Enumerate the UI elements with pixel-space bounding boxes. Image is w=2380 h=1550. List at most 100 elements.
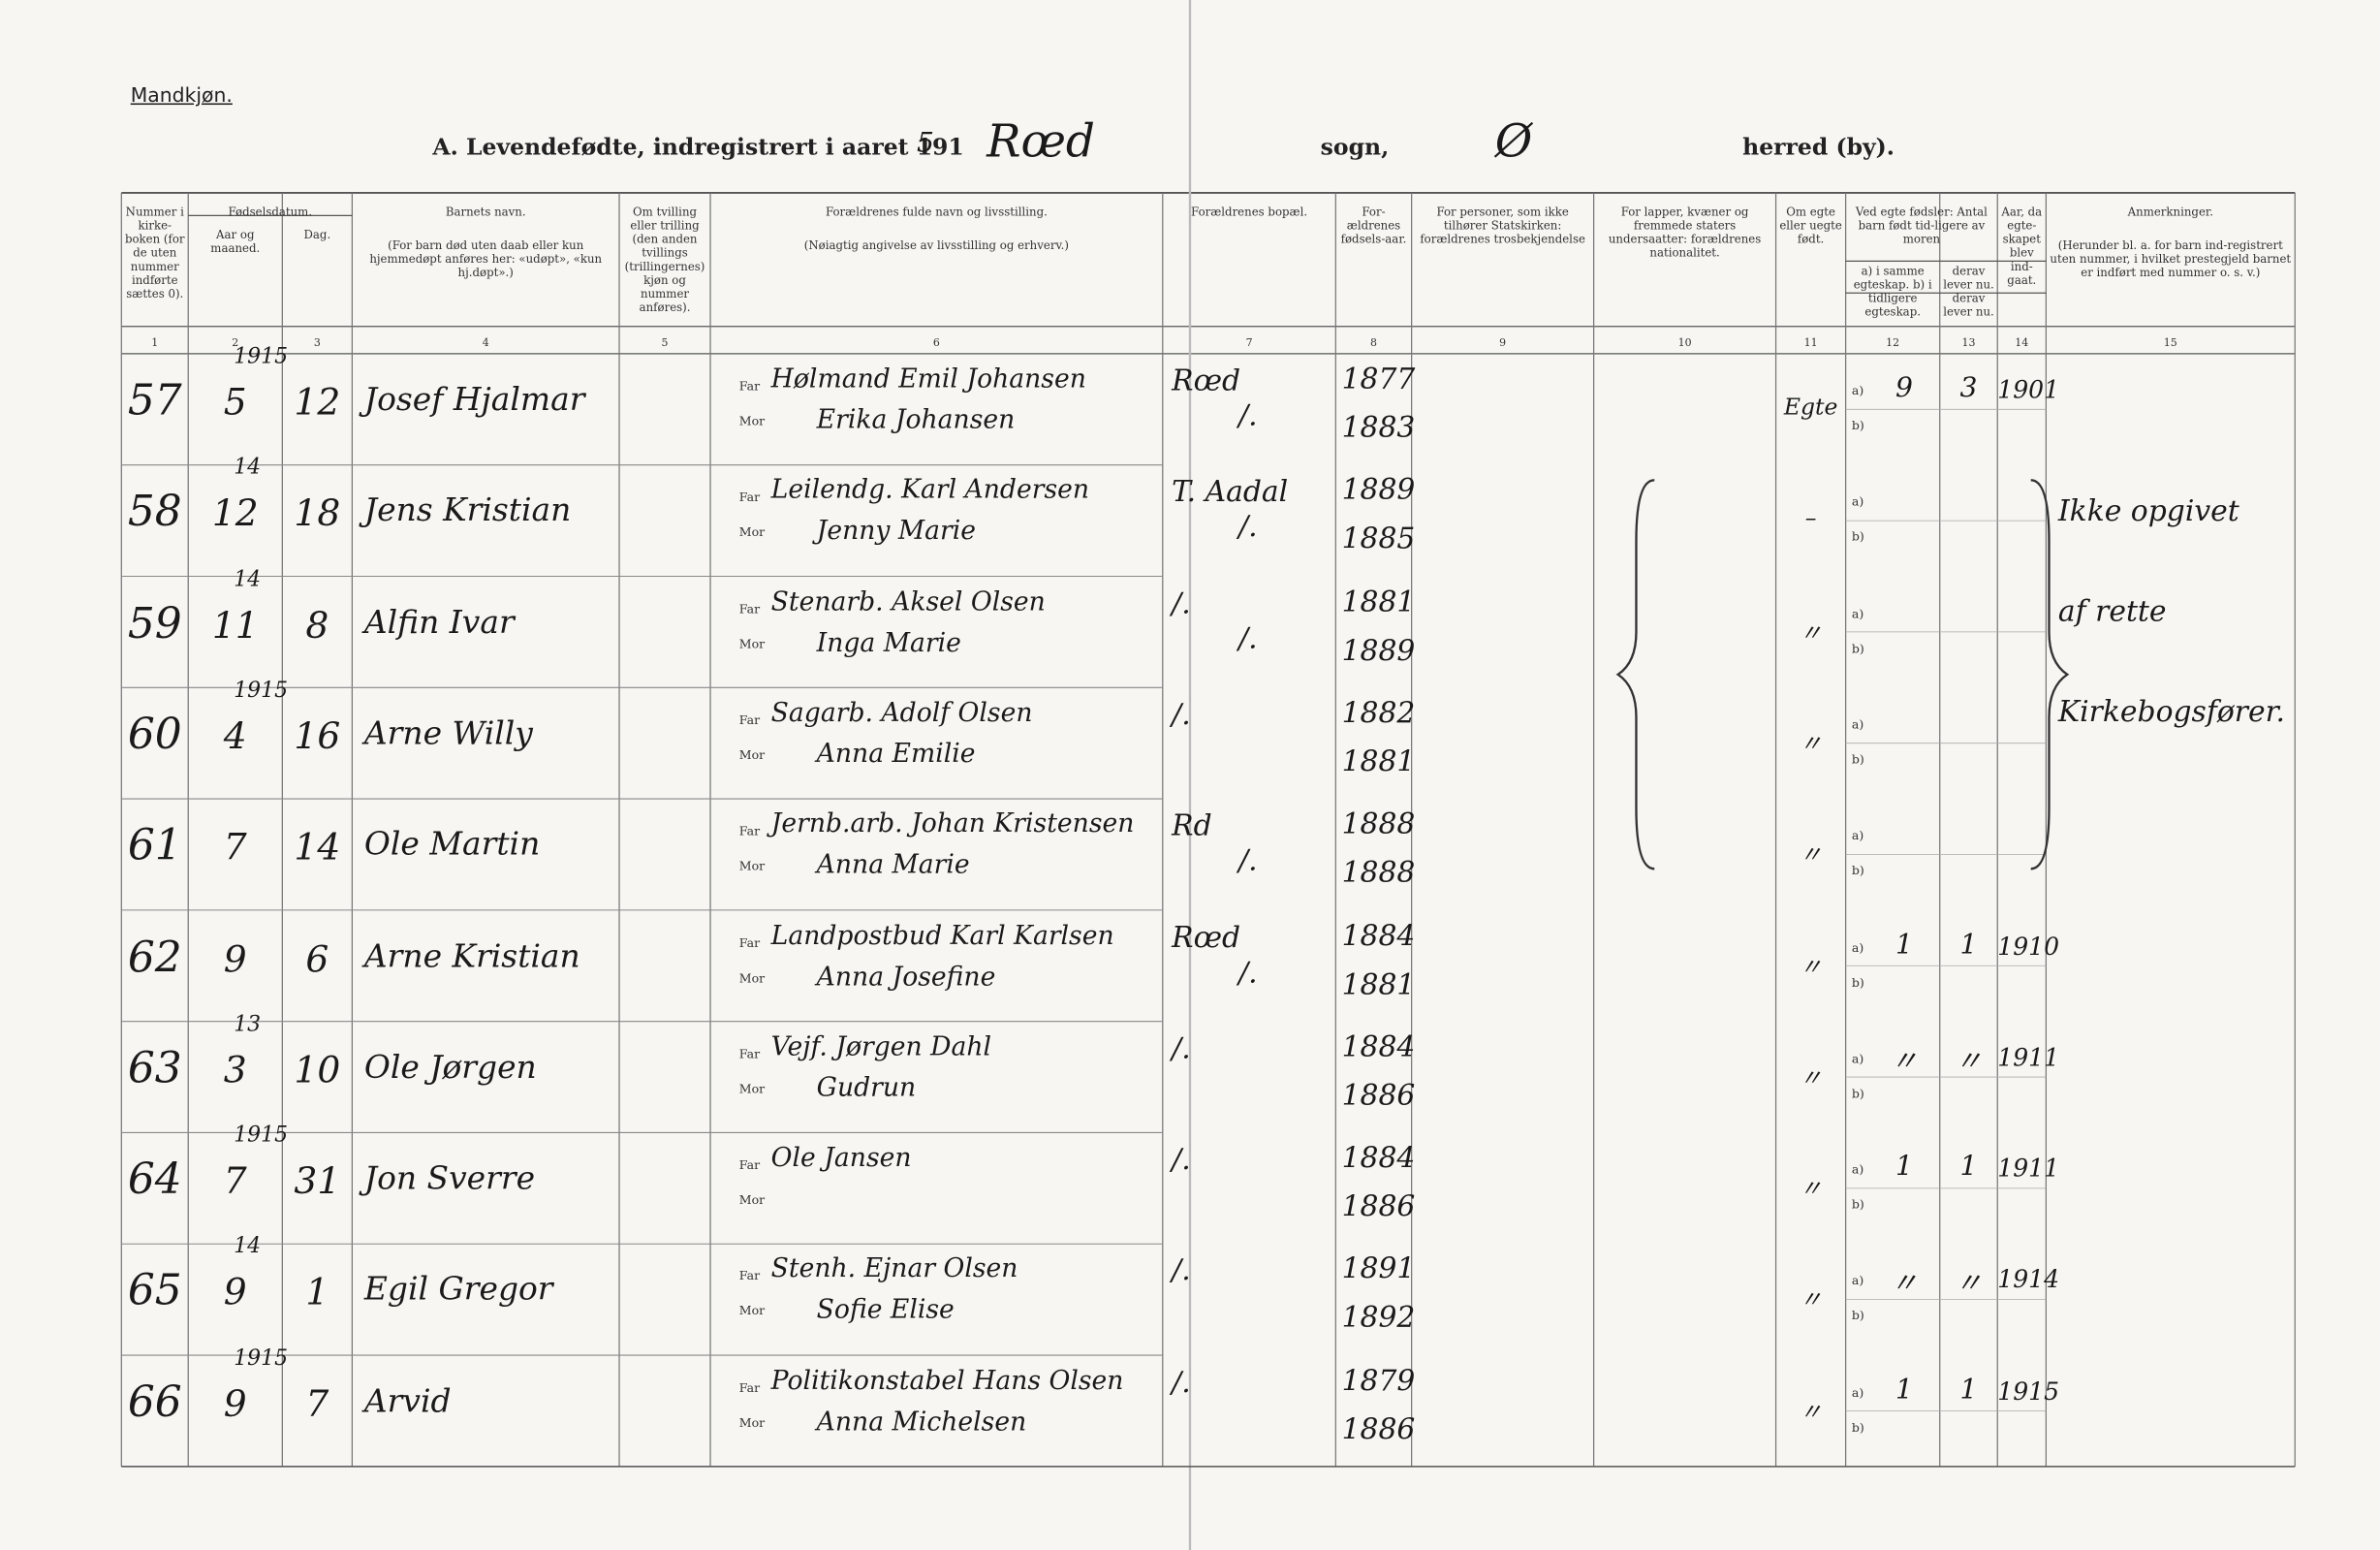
title: A. Levendefødte, indregistrert i aaret 1… (432, 133, 964, 162)
entry-day: 8 (305, 603, 329, 647)
column-header: Forældrenes bopæl. (1191, 205, 1308, 219)
far-label: Far (738, 379, 761, 394)
parish: Rœd (986, 115, 1096, 169)
entry-alive: 3 (1959, 371, 1978, 404)
entry-date-note: 14 (234, 456, 262, 481)
entry-father-year: 1877 (1341, 363, 1416, 396)
entry-res-father: Rœd (1172, 364, 1241, 398)
column-number: 15 (2163, 336, 2177, 350)
entry-father: Vejf. Jørgen Dahl (770, 1031, 992, 1062)
entry-day: 7 (305, 1382, 329, 1426)
entry-number: 61 (127, 819, 182, 870)
entry-res-mother: /. (1238, 844, 1258, 878)
entry-children: 〃 (1890, 1045, 1919, 1078)
b-label: b) (1851, 1420, 1864, 1435)
entry-mother-year: 1888 (1341, 856, 1416, 891)
entry-children: 〃 (1890, 1268, 1919, 1301)
column-number: 10 (1677, 336, 1692, 350)
column-number: 5 (661, 336, 669, 350)
entry-father-year: 1881 (1341, 585, 1416, 619)
entry-mother-year: 1883 (1341, 411, 1416, 445)
entry-marriage-year: 1910 (1997, 931, 2060, 961)
column-header: Aar, da egte-skapet blev ind-gaat. (2001, 205, 2043, 287)
far-label: Far (738, 1269, 761, 1283)
entry-mother-year: 1885 (1341, 522, 1416, 556)
entry-mother: Sofie Elise (816, 1295, 955, 1326)
entry-marriage-year: 1911 (1997, 1042, 2060, 1072)
entry-mother-year: 1892 (1341, 1301, 1416, 1336)
entry-day: 10 (294, 1048, 341, 1091)
entry-legitimacy: 〃 (1799, 1063, 1823, 1091)
entry-number: 65 (127, 1265, 182, 1315)
entry-res-mother: /. (1238, 510, 1258, 545)
b-label: b) (1851, 864, 1864, 878)
entry-res-mother: /. (1238, 955, 1258, 990)
column-number: 9 (1499, 336, 1507, 350)
entry-legitimacy: 〃 (1799, 1397, 1823, 1426)
entry-mother-year: 1886 (1341, 1412, 1416, 1447)
entry-legitimacy: Egte (1783, 393, 1838, 421)
column-number: 7 (1245, 336, 1253, 350)
entry-legitimacy: 〃 (1799, 618, 1823, 647)
b-label: b) (1851, 1197, 1864, 1212)
entry-father-year: 1889 (1341, 474, 1416, 508)
entry-children: 1 (1895, 1151, 1913, 1184)
entry-father: Hølmand Emil Johansen (770, 364, 1086, 395)
entry-month: 3 (223, 1048, 247, 1091)
entry-mother: Anna Emilie (816, 739, 976, 770)
column-header: Om egte eller uegte født. (1779, 205, 1842, 246)
brace (1615, 479, 2070, 870)
entry-father-year: 1884 (1341, 1141, 1416, 1176)
column-header: For lapper, kvæner og fremmede staters u… (1608, 205, 1762, 260)
group-birthdate: Fødselsdatum. (228, 205, 313, 219)
mor-label: Mor (738, 637, 766, 651)
entry-month: 9 (223, 1382, 247, 1426)
mor-label: Mor (738, 1082, 766, 1096)
entry-mother: Gudrun (816, 1072, 917, 1104)
column-note: (For barn død uten daab eller kun hjemme… (369, 237, 603, 280)
column-header: derav lever nu. derav lever nu. (1943, 264, 1994, 319)
entry-month: 7 (223, 1159, 247, 1203)
entry-father: Politikonstabel Hans Olsen (770, 1366, 1124, 1397)
mor-label: Mor (738, 1304, 766, 1318)
mor-label: Mor (738, 859, 766, 873)
entry-children: 9 (1895, 371, 1913, 404)
column-header: For-ældrenes fødsels-aar. (1340, 205, 1407, 246)
entry-mother-year: 1889 (1341, 633, 1416, 668)
column-header: a) i samme egteskap. b) i tidligere egte… (1853, 264, 1932, 319)
a-label: a) (1851, 829, 1864, 843)
entry-res-father: /. (1172, 698, 1191, 732)
entry-res-father: /. (1172, 1143, 1191, 1177)
entry-name: Jens Kristian (363, 491, 572, 529)
column-number: 11 (1803, 336, 1818, 350)
b-label: b) (1851, 1087, 1864, 1101)
column-header: Forældrenes fulde navn og livsstilling. (825, 205, 1048, 219)
remark: Kirkebogsfører. (2057, 695, 2286, 730)
entry-name: Arvid (363, 1382, 452, 1419)
entry-name: Egil Gregor (363, 1271, 553, 1309)
entry-legitimacy: 〃 (1799, 1175, 1823, 1203)
entry-mother: Erika Johansen (816, 405, 1016, 436)
entry-name: Arne Willy (363, 714, 533, 752)
entry-marriage-year: 1914 (1997, 1265, 2060, 1294)
entry-father: Sagarb. Adolf Olsen (770, 698, 1033, 729)
column-header: Anmerkninger. (2127, 205, 2213, 219)
column-number: 2 (232, 336, 239, 350)
entry-alive: 1 (1959, 1373, 1978, 1406)
entry-name: Josef Hjalmar (363, 381, 585, 418)
entry-alive: 1 (1959, 1151, 1978, 1184)
b-label: b) (1851, 641, 1864, 655)
entry-res-father: /. (1172, 1031, 1191, 1066)
remark: Ikke opgivet (2057, 495, 2239, 529)
entry-mother-year: 1881 (1341, 967, 1416, 1001)
column-number: 14 (2015, 336, 2029, 350)
column-header: Om tvilling eller trilling (den anden tv… (624, 205, 705, 315)
far-label: Far (738, 1158, 761, 1173)
sogn-label: sogn, (1320, 133, 1390, 162)
entry-day: 16 (294, 714, 341, 758)
entry-father: Leilendg. Karl Andersen (770, 475, 1090, 506)
entry-mother: Anna Marie (816, 850, 970, 881)
entry-day: 6 (305, 937, 329, 980)
entry-day: 14 (294, 826, 341, 870)
